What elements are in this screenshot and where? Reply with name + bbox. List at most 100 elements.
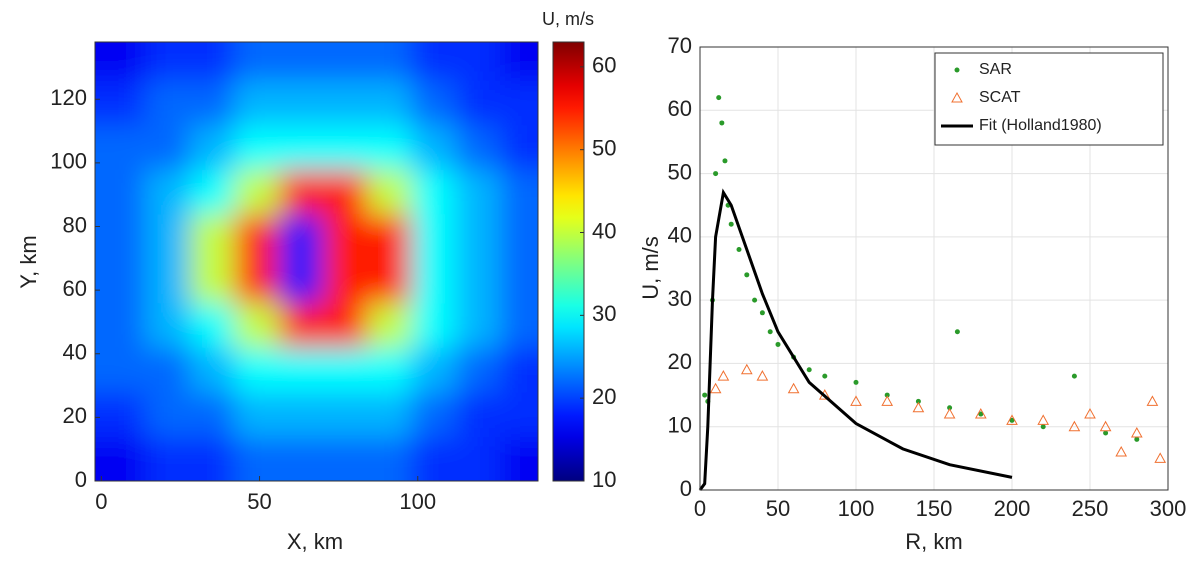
sar-point (752, 297, 758, 303)
sar-point (1071, 373, 1077, 379)
heat-cell (189, 169, 235, 215)
sar-point (822, 373, 828, 379)
colorbar-tick-label: 50 (592, 135, 616, 160)
heat-cell (411, 302, 457, 348)
colorbar-tick-label: 60 (592, 53, 616, 78)
sar-point (884, 392, 890, 398)
scat-point (881, 395, 894, 406)
heat-cell (411, 347, 457, 393)
heat-cell (322, 169, 368, 215)
heat-cell (95, 169, 147, 215)
heat-cell (455, 213, 501, 259)
sar-point (1134, 436, 1140, 442)
heat-cell (500, 124, 538, 170)
scat-point (943, 408, 956, 419)
sar-point (978, 411, 984, 417)
heat-cell (95, 258, 147, 304)
x-tick-label: 0 (95, 489, 107, 514)
scat-point (756, 370, 769, 381)
heat-cell (95, 213, 147, 259)
colorbar-tick-label: 30 (592, 301, 616, 326)
colorbar-tick-label: 20 (592, 384, 616, 409)
sar-point (719, 120, 725, 126)
sar-point (915, 398, 921, 404)
heat-cell (95, 124, 147, 170)
y-tick-label: 40 (63, 340, 87, 365)
heat-cell (189, 42, 235, 81)
sar-point (1040, 424, 1046, 430)
heatmap (95, 42, 538, 481)
heat-cell (278, 302, 324, 348)
heat-cell (278, 80, 324, 126)
heat-cell (95, 42, 147, 81)
heat-cell (367, 80, 412, 126)
heat-cell (455, 80, 501, 126)
heat-cell (145, 391, 191, 437)
scat-point (1115, 445, 1128, 457)
scat-point (787, 382, 800, 394)
y-tick-label: 30 (668, 286, 692, 311)
colorbar-tick-label: 40 (592, 218, 616, 243)
scat-point (1099, 420, 1112, 432)
heat-cell (189, 436, 235, 481)
heat-cell (500, 213, 538, 259)
sar-point (853, 379, 859, 385)
heat-cell (145, 258, 191, 304)
heat-cell (322, 436, 368, 481)
y-tick-label: 100 (50, 149, 87, 174)
sar-point (744, 272, 750, 278)
heat-cell (367, 42, 412, 81)
sar-point (954, 329, 960, 335)
heat-cell (145, 169, 191, 215)
x-tick-label: 100 (399, 489, 436, 514)
colorbar (552, 41, 585, 482)
heat-cell (278, 391, 324, 437)
heat-cell (322, 391, 368, 437)
heat-cell (278, 347, 324, 393)
heat-cell (278, 258, 324, 304)
heat-cell (500, 169, 538, 215)
heat-cell (411, 213, 457, 259)
heat-cell (455, 124, 501, 170)
y-tick-label: 20 (63, 403, 87, 428)
heat-cell (234, 80, 280, 126)
heat-cell (455, 42, 501, 81)
y-tick-label: 50 (668, 159, 692, 184)
plot-frame (699, 46, 1169, 491)
heat-cell (500, 258, 538, 304)
heat-cell (189, 347, 235, 393)
heat-cell (367, 347, 412, 393)
heat-cell (322, 347, 368, 393)
heat-cell (145, 213, 191, 259)
y-tick-label: 20 (668, 349, 692, 374)
scat-point (709, 382, 722, 394)
y-tick-label: 60 (63, 276, 87, 301)
heat-cell (500, 80, 538, 126)
sar-point (1103, 430, 1109, 436)
heat-cell (234, 124, 280, 170)
legend-label: SAR (979, 61, 1012, 78)
heat-cell (500, 391, 538, 437)
heat-cell (455, 436, 501, 481)
heat-cell (145, 302, 191, 348)
heat-cell (189, 213, 235, 259)
scat-point (740, 363, 753, 375)
sar-point (713, 171, 719, 177)
heat-cell (145, 42, 191, 81)
heat-cell (278, 42, 324, 81)
x-tick-label: 150 (916, 496, 953, 521)
y-label: U, m/s (638, 236, 663, 300)
sar-point (736, 247, 742, 253)
sar-point (775, 341, 781, 347)
y-tick-label: 70 (668, 33, 692, 58)
x-tick-label: 0 (694, 496, 706, 521)
x-tick-label: 50 (766, 496, 790, 521)
x-tick-label: 50 (247, 489, 271, 514)
sar-point (702, 392, 708, 398)
heat-cell (411, 124, 457, 170)
heat-cell (322, 302, 368, 348)
heat-cell (145, 124, 191, 170)
scat-point (850, 395, 862, 406)
heat-cell (322, 213, 368, 259)
sar-point (767, 329, 773, 335)
